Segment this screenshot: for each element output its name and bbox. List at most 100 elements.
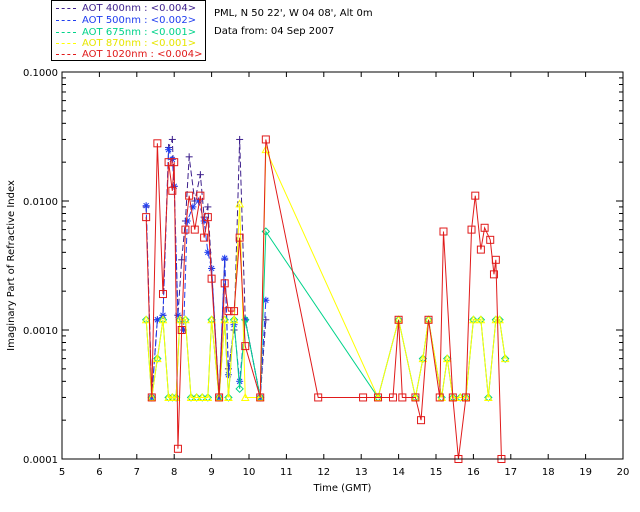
data-point xyxy=(388,393,397,402)
data-point xyxy=(471,191,480,200)
x-tick-label: 17 xyxy=(504,467,517,478)
data-point xyxy=(230,307,239,316)
data-point xyxy=(185,153,193,161)
data-point xyxy=(203,213,212,222)
x-tick-label: 5 xyxy=(59,467,65,478)
data-point xyxy=(240,392,250,401)
data-point xyxy=(183,217,191,225)
legend-swatch-870nm xyxy=(56,42,76,44)
data-point xyxy=(224,392,233,401)
x-tick-label: 14 xyxy=(392,467,405,478)
data-point xyxy=(168,135,176,143)
x-tick-label: 20 xyxy=(617,467,630,478)
series-4 xyxy=(142,135,506,463)
data-point xyxy=(207,274,216,283)
data-point xyxy=(141,315,151,324)
data-point xyxy=(262,316,270,324)
data-point xyxy=(236,377,244,385)
data-point xyxy=(476,245,485,254)
x-tick-label: 10 xyxy=(243,467,256,478)
y-tick-label: 0.1000 xyxy=(23,68,58,79)
plot-area xyxy=(141,135,510,463)
data-point xyxy=(181,225,190,234)
data-point xyxy=(261,135,270,144)
data-point xyxy=(196,191,205,200)
data-point xyxy=(158,315,168,324)
data-point xyxy=(394,315,403,324)
legend-item-500nm: AOT 500nm : <0.002> xyxy=(56,15,196,27)
legend-label-675nm: AOT 675nm : <0.001> xyxy=(82,27,197,38)
data-point xyxy=(235,233,244,242)
x-tick-label: 15 xyxy=(430,467,443,478)
marker-d2 xyxy=(184,218,191,224)
marker-d2 xyxy=(165,146,172,153)
series-3 xyxy=(141,145,510,401)
data-point xyxy=(476,315,486,324)
data-point xyxy=(215,393,224,402)
x-tick-label: 19 xyxy=(579,467,592,478)
data-point xyxy=(486,235,495,244)
x-tick-label: 8 xyxy=(171,467,177,478)
data-point xyxy=(153,139,162,148)
data-point xyxy=(235,199,244,208)
legend-label-1020nm: AOT 1020nm : <0.004> xyxy=(82,49,203,60)
legend-swatch-500nm xyxy=(56,19,76,21)
data-point xyxy=(175,315,185,324)
data-point xyxy=(442,354,452,363)
y-tick-label: 0.0001 xyxy=(23,455,58,466)
data-point xyxy=(235,384,244,394)
data-point xyxy=(165,146,173,154)
legend-item-1020nm: AOT 1020nm : <0.004> xyxy=(56,49,202,61)
data-point xyxy=(168,186,177,195)
data-point xyxy=(224,371,232,379)
data-point xyxy=(221,254,229,262)
legend-label-500nm: AOT 500nm : <0.002> xyxy=(82,15,197,26)
data-point xyxy=(424,315,433,324)
x-tick-label: 18 xyxy=(542,467,555,478)
x-tick-label: 6 xyxy=(96,467,102,478)
legend-item-675nm: AOT 675nm : <0.001> xyxy=(56,27,196,39)
legend-swatch-1020nm xyxy=(56,53,76,55)
data-point xyxy=(158,290,167,299)
marker-d2 xyxy=(236,378,243,385)
data-point xyxy=(203,392,213,401)
x-tick-label: 9 xyxy=(208,467,214,478)
data-point xyxy=(256,393,265,402)
data-point xyxy=(229,315,239,324)
data-point xyxy=(153,354,162,363)
data-point xyxy=(314,393,323,402)
data-point xyxy=(181,315,190,324)
data-point xyxy=(359,393,368,402)
data-point xyxy=(461,393,470,402)
data-point xyxy=(171,392,181,401)
data-point xyxy=(241,342,250,351)
x-tick-label: 13 xyxy=(355,467,368,478)
data-point xyxy=(467,225,476,234)
data-point xyxy=(439,227,448,236)
marker-d2 xyxy=(154,316,161,323)
data-point xyxy=(190,225,199,234)
data-point xyxy=(491,255,500,264)
data-point xyxy=(411,393,420,402)
legend-label-400nm: AOT 400nm : <0.004> xyxy=(82,3,197,14)
date-info: Data from: 04 Sep 2007 xyxy=(214,26,335,37)
data-point xyxy=(484,392,493,401)
data-point xyxy=(196,171,204,179)
axes: 5 6 7 8 9 10 11 12 13 14 15 16 17 18 19 20 0.0001 0.0010 0… xyxy=(23,68,629,478)
data-point xyxy=(185,191,194,200)
data-point xyxy=(236,135,244,143)
data-point xyxy=(398,393,407,402)
data-point xyxy=(170,158,179,167)
x-axis-label: Time (GMT) xyxy=(313,483,372,494)
data-point xyxy=(142,202,150,210)
y-tick-label: 0.0100 xyxy=(23,197,58,208)
data-point xyxy=(418,354,428,363)
data-point xyxy=(142,213,151,222)
data-point xyxy=(173,444,182,453)
x-tick-label: 7 xyxy=(134,467,140,478)
legend-swatch-400nm xyxy=(56,7,76,9)
marker-d2 xyxy=(221,255,228,262)
data-point xyxy=(186,392,196,401)
data-point xyxy=(374,393,383,402)
